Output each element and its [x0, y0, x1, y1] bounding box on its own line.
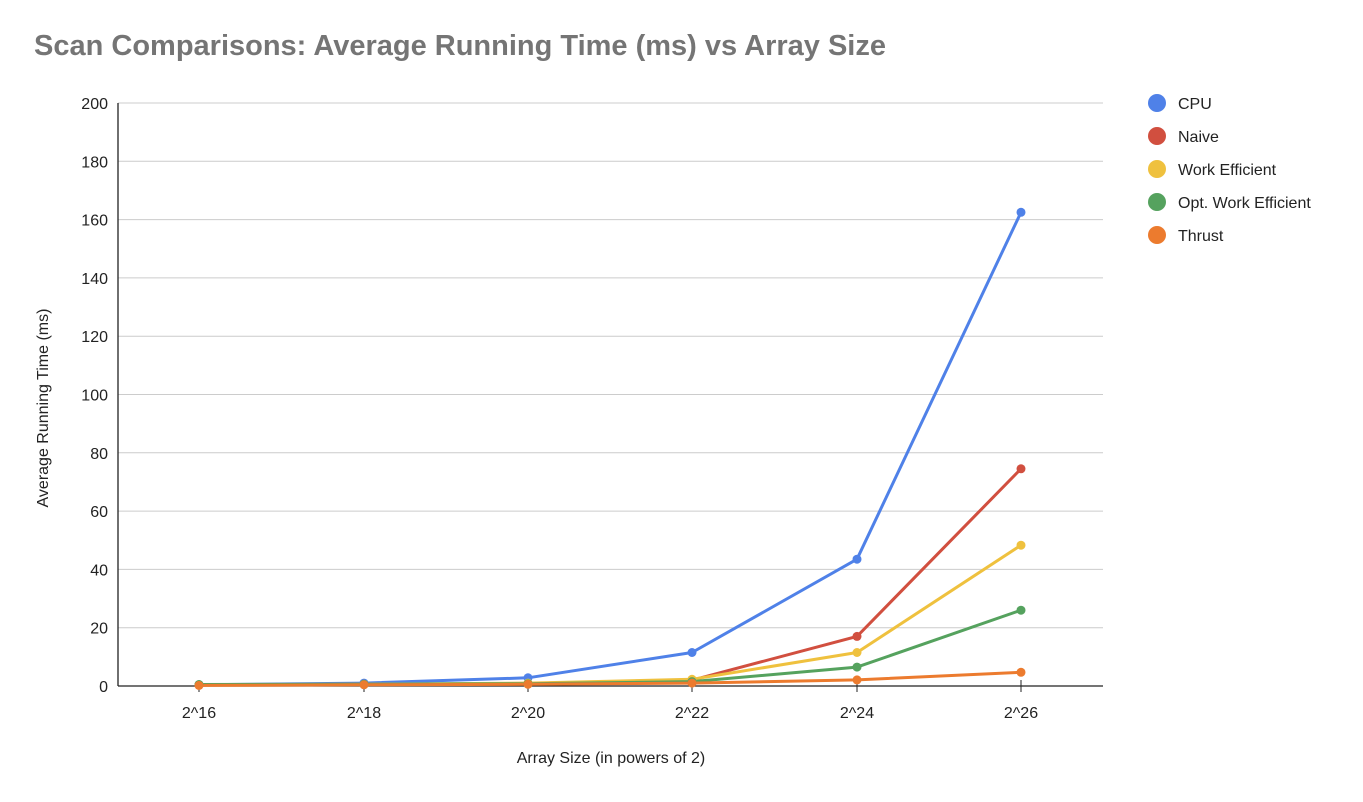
- series-points: [194, 207, 1026, 690]
- legend-label: CPU: [1178, 96, 1212, 113]
- data-point: [852, 554, 862, 564]
- x-tick-label: 2^18: [347, 705, 381, 722]
- gridlines: [118, 102, 1103, 629]
- y-axis-ticks: 0 20 40 60 80 100 120 140 160 180 200: [81, 96, 108, 696]
- x-tick-label: 2^24: [840, 705, 874, 722]
- x-tick-label: 2^22: [675, 705, 709, 722]
- series-line-0: [197, 210, 1023, 687]
- y-axis-title: Average Running Time (ms): [35, 309, 52, 508]
- y-tick-label: 20: [90, 621, 108, 638]
- legend-marker: [1148, 160, 1166, 178]
- y-tick-label: 160: [81, 213, 108, 230]
- data-point: [359, 680, 369, 690]
- legend-marker: [1148, 226, 1166, 244]
- data-point: [687, 648, 697, 657]
- data-point: [523, 679, 533, 689]
- x-tick-label: 2^16: [182, 705, 216, 722]
- series-line-3: [197, 608, 1023, 686]
- data-point: [1016, 464, 1026, 474]
- data-point: [852, 631, 862, 641]
- x-tick-label: 2^20: [511, 705, 545, 722]
- data-point: [1016, 207, 1026, 217]
- x-axis-title: Array Size (in powers of 2): [517, 750, 706, 767]
- y-tick-label: 0: [99, 679, 108, 696]
- x-axis-ticks: 2^16 2^18 2^20 2^22 2^24 2^26: [182, 680, 1038, 722]
- y-tick-label: 200: [81, 96, 108, 113]
- data-point: [1016, 540, 1026, 550]
- data-point: [194, 680, 204, 690]
- legend-marker: [1148, 94, 1166, 112]
- chart-title: Scan Comparisons: Average Running Time (…: [34, 30, 886, 62]
- legend-label: Naive: [1178, 129, 1219, 146]
- legend-label: Thrust: [1178, 228, 1224, 245]
- data-point: [687, 678, 697, 688]
- data-point: [1016, 605, 1026, 615]
- data-point: [852, 662, 862, 672]
- y-tick-label: 60: [90, 504, 108, 521]
- x-tick-label: 2^26: [1004, 705, 1038, 722]
- series-line-4: [197, 670, 1023, 687]
- legend: CPU Naive Work Efficient Opt. Work Efficien…: [1148, 94, 1311, 245]
- data-point: [1016, 667, 1026, 677]
- legend-label: Opt. Work Efficient: [1178, 195, 1311, 212]
- legend-marker: [1148, 193, 1166, 211]
- legend-marker: [1148, 127, 1166, 145]
- data-point: [852, 675, 862, 685]
- y-tick-label: 80: [90, 446, 108, 463]
- data-point: [852, 648, 862, 657]
- y-tick-label: 120: [81, 329, 108, 346]
- legend-label: Work Efficient: [1178, 162, 1277, 179]
- series-lines: [197, 210, 1023, 687]
- y-tick-label: 140: [81, 271, 108, 288]
- y-tick-label: 180: [81, 154, 108, 171]
- y-tick-label: 100: [81, 388, 108, 405]
- y-tick-label: 40: [90, 562, 108, 579]
